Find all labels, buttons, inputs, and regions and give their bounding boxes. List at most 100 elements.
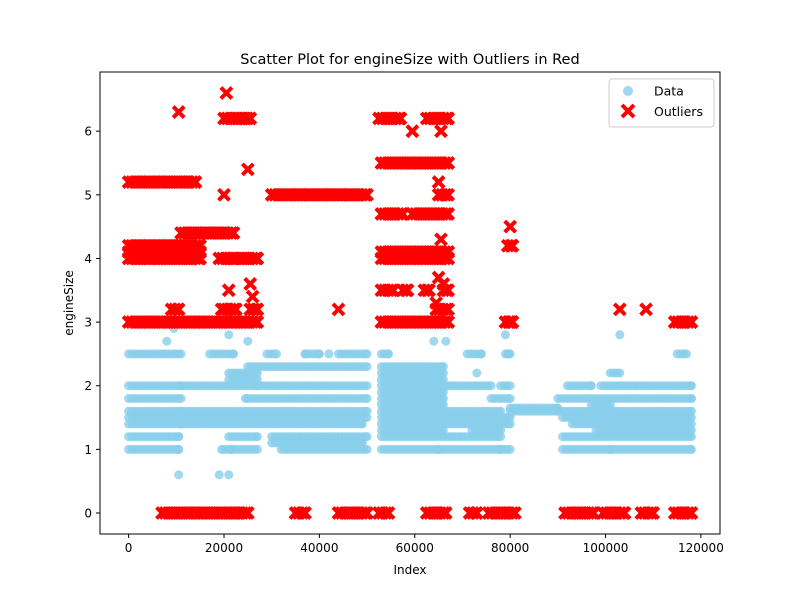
outlier-point <box>295 506 310 520</box>
data-point <box>586 381 596 391</box>
outlier-point <box>360 506 374 520</box>
x-tick-label: 40000 <box>300 541 338 555</box>
data-point <box>503 349 513 359</box>
data-point <box>615 368 625 378</box>
x-tick-label: 120000 <box>678 541 724 555</box>
outlier-point <box>684 315 699 330</box>
outlier-point <box>217 187 231 202</box>
outlier-point <box>434 232 448 247</box>
outlier-point <box>240 162 255 177</box>
data-point <box>505 444 515 454</box>
data-point <box>300 349 310 359</box>
outlier-point <box>431 175 446 190</box>
data-point <box>174 444 184 454</box>
data-point <box>362 362 372 372</box>
plot-points <box>121 86 699 520</box>
outlier-point <box>681 506 695 520</box>
outlier-point <box>405 124 420 139</box>
data-point <box>686 394 696 403</box>
outlier-point <box>441 111 456 126</box>
data-point <box>362 381 372 391</box>
outlier-point <box>221 283 236 298</box>
outlier-point <box>245 289 260 304</box>
x-axis: 0 20000 40000 60000 80000 100000 120000 <box>125 534 724 555</box>
outlier-point <box>243 276 258 291</box>
outlier-point <box>441 206 456 221</box>
outlier-point <box>617 506 632 520</box>
data-point <box>486 381 496 391</box>
outlier-point <box>229 302 243 317</box>
outlier-point <box>503 219 518 234</box>
outlier-point <box>429 296 444 310</box>
series-data <box>124 324 696 480</box>
data-point <box>243 336 253 346</box>
outlier-point <box>437 315 452 330</box>
y-tick-label: 2 <box>84 379 92 393</box>
outlier-point <box>505 238 520 253</box>
outlier-point <box>331 302 346 317</box>
outlier-point <box>360 187 374 202</box>
outlier-point <box>422 283 436 298</box>
y-tick-label: 4 <box>84 252 92 266</box>
outlier-point <box>226 226 241 240</box>
data-point <box>252 444 262 454</box>
outlier-point <box>441 245 456 260</box>
legend: Data Outliers <box>608 78 715 128</box>
data-point <box>500 330 510 340</box>
data-point <box>314 349 324 359</box>
outlier-point <box>441 302 456 317</box>
y-tick-label: 0 <box>84 507 92 521</box>
outlier-point <box>243 111 258 126</box>
outlier-point <box>378 506 393 520</box>
y-tick-label: 5 <box>84 188 92 202</box>
outlier-point <box>381 506 396 520</box>
data-point <box>224 470 234 480</box>
outlier-point <box>441 315 456 330</box>
data-point <box>615 330 625 340</box>
legend-box <box>608 78 715 128</box>
outlier-point <box>400 283 415 298</box>
data-point <box>272 349 281 359</box>
data-point <box>176 394 186 403</box>
data-point <box>472 368 482 378</box>
x-tick-label: 100000 <box>583 541 629 555</box>
outlier-point <box>436 276 451 291</box>
x-tick-label: 20000 <box>205 541 243 555</box>
outlier-point <box>185 175 199 190</box>
outlier-point <box>438 506 453 520</box>
data-point <box>441 336 451 346</box>
outlier-point <box>250 251 265 266</box>
data-point <box>505 381 515 391</box>
outlier-point <box>250 315 265 330</box>
data-point <box>505 394 515 403</box>
outlier-point <box>684 506 699 520</box>
outlier-point <box>167 302 182 317</box>
outlier-point <box>438 187 453 202</box>
data-point <box>174 432 184 442</box>
data-point <box>384 349 393 359</box>
y-tick-label: 3 <box>84 316 92 330</box>
outlier-point <box>508 506 522 520</box>
outlier-point <box>437 156 452 170</box>
legend-outliers-marker <box>620 103 636 119</box>
series-outliers <box>121 86 699 520</box>
x-tick-label: 60000 <box>396 541 434 555</box>
outlier-point <box>437 245 452 260</box>
data-point <box>438 362 448 372</box>
outlier-point <box>505 506 519 520</box>
outlier-point <box>246 302 261 317</box>
data-point <box>362 432 372 442</box>
data-point <box>362 444 372 454</box>
outlier-point <box>219 86 234 100</box>
legend-data-label: Data <box>654 84 684 99</box>
outlier-point <box>298 506 312 520</box>
outlier-point <box>646 506 661 520</box>
outlier-point <box>250 302 265 317</box>
data-point <box>241 394 250 403</box>
data-point <box>362 406 372 416</box>
x-axis-label: Index <box>393 563 426 577</box>
data-point <box>162 336 172 346</box>
legend-data-marker <box>623 86 633 96</box>
outlier-point <box>193 238 208 253</box>
outlier-point <box>171 105 186 120</box>
